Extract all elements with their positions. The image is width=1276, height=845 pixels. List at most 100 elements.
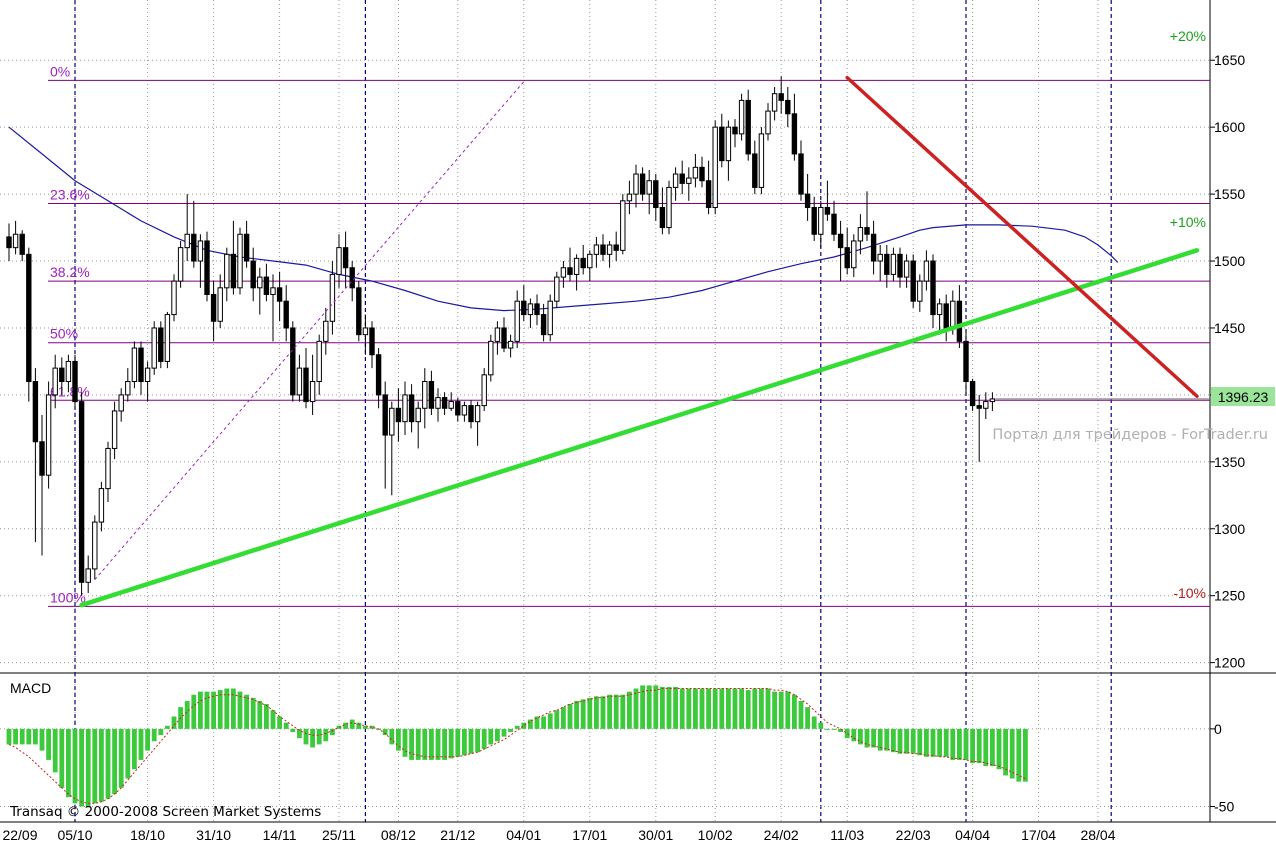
candle-up bbox=[514, 300, 520, 342]
macd-bar bbox=[924, 728, 929, 757]
macd-bar bbox=[303, 728, 309, 745]
candle-up bbox=[415, 407, 421, 423]
macd-bar bbox=[693, 688, 698, 729]
candle-down bbox=[745, 99, 751, 155]
candle-up bbox=[164, 314, 171, 362]
macd-bar bbox=[910, 728, 916, 754]
percent-label: +20% bbox=[1170, 28, 1206, 44]
macd-bar bbox=[574, 700, 579, 729]
macd-bar bbox=[818, 722, 824, 729]
macd-bar bbox=[475, 728, 480, 753]
candle-up bbox=[257, 276, 263, 289]
macd-bar bbox=[739, 688, 744, 729]
candle-up bbox=[488, 340, 494, 376]
candle-up bbox=[494, 327, 501, 342]
macd-bar bbox=[706, 688, 711, 729]
macd-bar bbox=[660, 686, 665, 729]
candle-down bbox=[897, 253, 903, 278]
price-tick-label: 1650 bbox=[1214, 52, 1245, 68]
candle-up bbox=[151, 327, 157, 369]
macd-bar bbox=[204, 691, 210, 729]
candle-up bbox=[131, 347, 138, 383]
percent-label: -10% bbox=[1173, 585, 1206, 601]
macd-bar bbox=[521, 722, 527, 729]
macd-bar bbox=[884, 728, 890, 751]
candle-down bbox=[719, 126, 725, 162]
grid-lines bbox=[0, 0, 1276, 823]
candle-down bbox=[705, 180, 712, 208]
candle-down bbox=[870, 233, 877, 262]
candle-down bbox=[659, 206, 666, 229]
macd-bar bbox=[46, 728, 51, 760]
candle-down bbox=[78, 401, 85, 583]
macd-bar bbox=[825, 728, 830, 730]
macd-bar bbox=[92, 728, 98, 804]
date-tick-label: 08/12 bbox=[381, 827, 416, 843]
macd-bar bbox=[990, 728, 995, 767]
macd-bar bbox=[640, 685, 645, 729]
macd-bar bbox=[363, 725, 368, 729]
candle-up bbox=[857, 227, 864, 242]
candle-down bbox=[408, 394, 415, 423]
macd-bar bbox=[864, 728, 870, 748]
candle-up bbox=[237, 233, 243, 289]
macd-bar bbox=[620, 694, 626, 729]
macd-bar bbox=[257, 700, 263, 729]
macd-bar bbox=[330, 728, 335, 736]
macd-bar bbox=[679, 688, 685, 729]
watermark: Портал для трейдеров - ForTrader.ru bbox=[992, 427, 1268, 443]
macd-bar bbox=[435, 728, 441, 760]
macd-panel: 0 -50 bbox=[0, 685, 1234, 814]
candle-down bbox=[653, 180, 659, 208]
macd-bar bbox=[561, 707, 566, 729]
macd-bar bbox=[415, 728, 421, 760]
macd-bar bbox=[877, 728, 883, 751]
candle-down bbox=[785, 99, 791, 115]
vertical-separators bbox=[74, 0, 1112, 822]
date-tick-label: 24/02 bbox=[764, 827, 799, 843]
macd-bar bbox=[66, 728, 71, 798]
candle-down bbox=[263, 276, 270, 296]
macd-bar bbox=[283, 722, 289, 729]
fib-level-label: 61.8% bbox=[50, 383, 90, 399]
candle-up bbox=[672, 173, 679, 188]
candle-down bbox=[732, 126, 738, 135]
candle-up bbox=[573, 257, 580, 275]
candle-down bbox=[600, 244, 606, 255]
candle-up bbox=[98, 488, 105, 523]
price-tick-label: 1200 bbox=[1214, 655, 1245, 671]
macd-bar bbox=[429, 728, 434, 760]
candle-down bbox=[963, 340, 969, 383]
candle-down bbox=[72, 360, 78, 403]
macd-bar bbox=[732, 688, 738, 729]
macd-bar bbox=[627, 691, 632, 729]
macd-bar bbox=[349, 719, 355, 729]
candle-up bbox=[923, 260, 930, 282]
macd-bar bbox=[455, 728, 461, 757]
macd-bar bbox=[534, 716, 540, 729]
price-tick-label: 1450 bbox=[1214, 320, 1245, 336]
candle-down bbox=[976, 405, 982, 409]
candle-up bbox=[851, 240, 857, 269]
macd-bar bbox=[653, 685, 659, 729]
candle-up bbox=[983, 401, 989, 409]
candle-down bbox=[250, 260, 256, 289]
candle-up bbox=[65, 360, 72, 383]
macd-bar bbox=[79, 728, 84, 807]
candle-up bbox=[712, 126, 718, 208]
macd-bar bbox=[891, 728, 896, 753]
macd-bar bbox=[99, 728, 104, 802]
macd-bar bbox=[937, 728, 942, 757]
candle-up bbox=[593, 244, 600, 255]
price-tick-label: 1550 bbox=[1214, 186, 1245, 202]
candle-down bbox=[290, 327, 296, 396]
candle-up bbox=[224, 253, 230, 289]
candle-up bbox=[111, 410, 118, 449]
macd-bar bbox=[1016, 728, 1022, 782]
last-price-badge bbox=[1211, 387, 1275, 406]
macd-bar bbox=[844, 728, 850, 739]
macd-bar bbox=[191, 694, 197, 729]
candle-up bbox=[725, 126, 732, 162]
candle-up bbox=[738, 99, 745, 135]
